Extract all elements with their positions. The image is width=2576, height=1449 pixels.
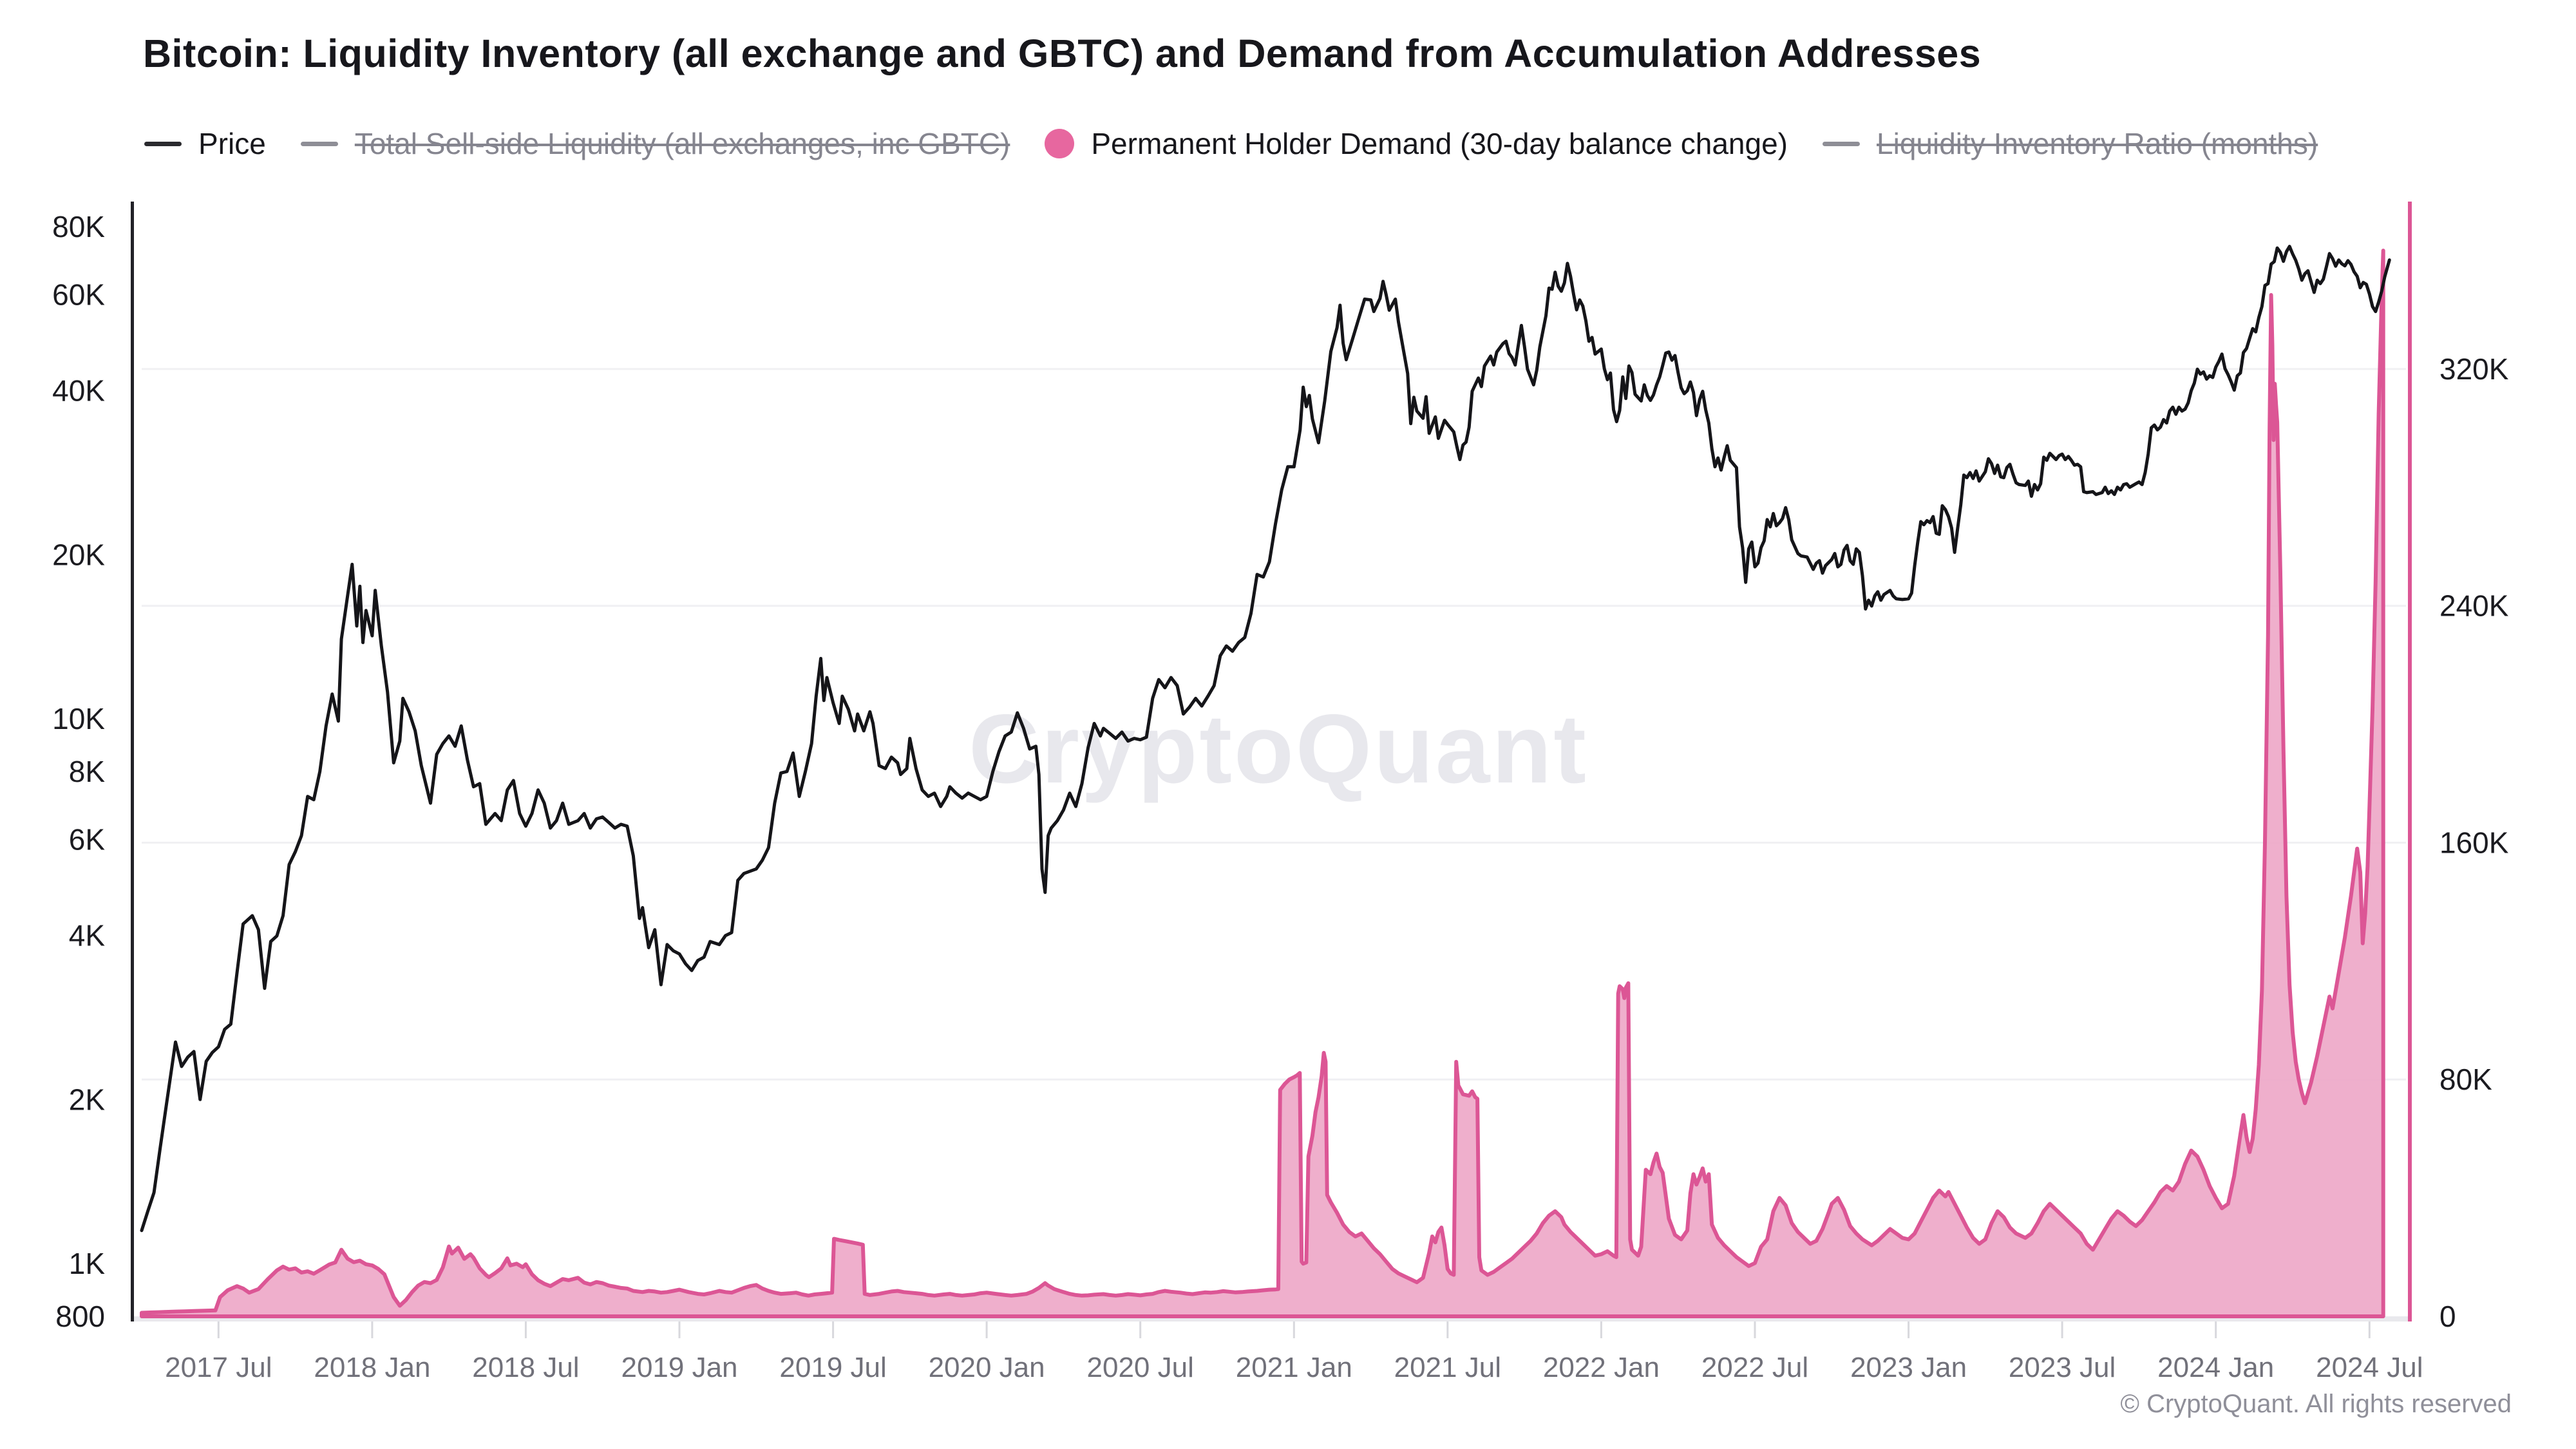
left-axis-spine xyxy=(131,202,134,1321)
x-tick-label: 2024 Jan xyxy=(2157,1352,2274,1383)
x-tick-label: 2021 Jul xyxy=(1394,1352,1501,1383)
right-axis-label: 320K xyxy=(2439,352,2509,386)
left-axis-label: 800 xyxy=(55,1300,105,1333)
x-tick-label: 2019 Jul xyxy=(779,1352,886,1383)
copyright-note: © CryptoQuant. All rights reserved xyxy=(2120,1390,2512,1418)
x-tick-label: 2019 Jan xyxy=(621,1352,737,1383)
legend-item-liquidity-inventory-ratio[interactable]: Liquidity Inventory Ratio (months) xyxy=(1823,126,2318,161)
price-line-swatch-icon xyxy=(144,141,182,146)
x-tick-label: 2023 Jan xyxy=(1850,1352,1967,1383)
demand-area xyxy=(140,249,2385,1318)
x-tick-label: 2017 Jul xyxy=(165,1352,272,1383)
legend-label-price: Price xyxy=(198,127,266,160)
legend-item-sellside-liquidity[interactable]: Total Sell-side Liquidity (all exchanges… xyxy=(300,126,1010,161)
page-title: Bitcoin: Liquidity Inventory (all exchan… xyxy=(143,32,1982,75)
x-tick-label: 2018 Jan xyxy=(314,1352,430,1383)
left-axis-label: 4K xyxy=(69,919,106,952)
legend-item-permanent-holder-demand[interactable]: Permanent Holder Demand (30-day balance … xyxy=(1045,126,1788,161)
x-tick-label: 2018 Jul xyxy=(472,1352,579,1383)
sellside-line-swatch-icon xyxy=(300,141,338,146)
x-tick-label: 2023 Jul xyxy=(2009,1352,2116,1383)
left-axis-label: 60K xyxy=(52,278,105,312)
x-tick-label: 2022 Jan xyxy=(1543,1352,1660,1383)
legend-label-liquidity-inventory-ratio: Liquidity Inventory Ratio (months) xyxy=(1877,127,2318,160)
watermark: CryptoQuant xyxy=(969,694,1588,804)
right-axis-spine xyxy=(2408,202,2412,1321)
x-tick-label: 2021 Jan xyxy=(1236,1352,1352,1383)
left-axis-label: 80K xyxy=(52,210,105,243)
legend-item-price[interactable]: Price xyxy=(144,126,266,161)
ratio-line-swatch-icon xyxy=(1823,141,1861,146)
left-axis-label: 2K xyxy=(69,1083,106,1116)
right-axis-label: 0 xyxy=(2439,1300,2456,1333)
right-axis-label: 80K xyxy=(2439,1063,2492,1096)
demand-dot-swatch-icon xyxy=(1045,129,1075,158)
left-axis-label: 40K xyxy=(52,374,105,408)
x-tick-label: 2020 Jul xyxy=(1087,1352,1194,1383)
left-axis-label: 10K xyxy=(52,702,105,735)
legend: Price Total Sell-side Liquidity (all exc… xyxy=(144,126,2318,161)
legend-label-permanent-holder-demand: Permanent Holder Demand (30-day balance … xyxy=(1091,127,1788,160)
left-axis-label: 6K xyxy=(69,823,106,857)
x-tick-label: 2022 Jul xyxy=(1701,1352,1808,1383)
x-tick-label: 2020 Jan xyxy=(929,1352,1045,1383)
right-axis-label: 160K xyxy=(2439,826,2509,860)
price-line xyxy=(140,245,2391,1233)
left-axis-label: 1K xyxy=(69,1247,106,1280)
left-axis-label: 8K xyxy=(69,755,106,788)
left-axis-label: 20K xyxy=(52,538,105,571)
x-axis-baseline xyxy=(132,1316,2410,1321)
legend-label-sellside-liquidity: Total Sell-side Liquidity (all exchanges… xyxy=(354,127,1010,160)
right-axis-label: 240K xyxy=(2439,589,2509,623)
x-tick-label: 2024 Jul xyxy=(2316,1352,2423,1383)
